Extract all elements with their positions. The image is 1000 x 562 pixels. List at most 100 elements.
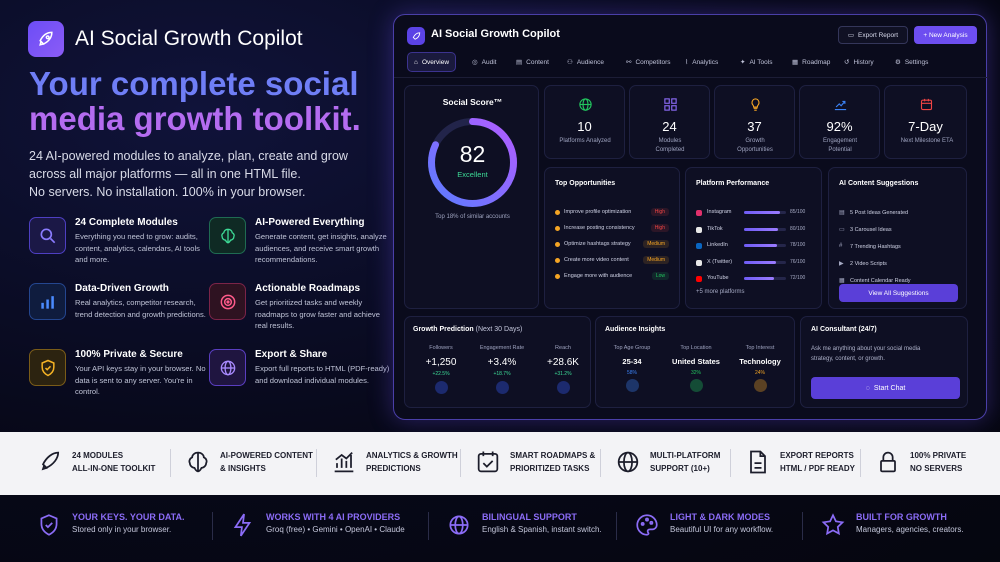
stat-card-modules: 24 Modules Completed xyxy=(629,85,710,159)
bottom-divider xyxy=(616,512,617,540)
bottom-title: LIGHT & DARK MODES xyxy=(670,512,770,522)
tab-ai-tools[interactable]: ✦ AI Tools xyxy=(740,58,773,67)
suggestion-text: 7 Trending Hashtags xyxy=(850,244,901,250)
strip-line-1: AI-POWERED CONTENT xyxy=(220,451,313,460)
stat-card-engagement: 92% Engagement Potential xyxy=(799,85,880,159)
feature-desc: Your API keys stay in your browser. No d… xyxy=(75,364,206,396)
strip-line-2: & INSIGHTS xyxy=(220,464,266,473)
hero-headline: Your complete social media growth toolki… xyxy=(29,66,399,136)
document-icon xyxy=(750,450,766,474)
more-platforms-link[interactable]: +5 more platforms xyxy=(696,289,745,295)
top-opportunities-card: Top Opportunities Improve profile optimi… xyxy=(544,167,680,309)
subtext-line-1: 24 AI-powered modules to analyze, plan, … xyxy=(29,149,348,163)
platform-name: TikTok xyxy=(707,225,723,232)
strip-item: ANALYTICS & GROWTH PREDICTIONS xyxy=(330,448,458,476)
brand-logo xyxy=(28,21,64,57)
strip-item: AI-POWERED CONTENT & INSIGHTS xyxy=(184,448,313,476)
stat-value: 92% xyxy=(826,119,853,134)
bottom-title: WORKS WITH 4 AI PROVIDERS xyxy=(266,512,401,522)
feature-roadmaps: Actionable Roadmaps Get prioritized task… xyxy=(209,283,380,343)
home-icon: ⌂ xyxy=(414,58,418,66)
start-chat-button[interactable]: ◌ Start Chat xyxy=(811,377,960,399)
audience-label: Top Age Group xyxy=(613,345,651,351)
rocket-icon xyxy=(407,27,425,45)
feature-desc: Everything you need to grow: audits, con… xyxy=(75,232,200,264)
view-all-suggestions-button[interactable]: View All Suggestions xyxy=(839,284,958,302)
tab-audience[interactable]: ⚇ Audience xyxy=(567,58,604,67)
tab-settings[interactable]: ⚙ Settings xyxy=(895,58,929,67)
tab-overview[interactable]: ⌂ Overview xyxy=(407,52,457,72)
strip-divider xyxy=(170,449,171,477)
content-icon: ▤ xyxy=(516,59,523,66)
platform-logo-icon xyxy=(696,226,702,233)
growth-metric: Reach +28.6K +31.2% xyxy=(535,345,591,394)
bottom-item: BILINGUAL SUPPORT English & Spanish, inst… xyxy=(446,512,602,538)
audience-value: United States xyxy=(672,357,720,366)
opportunity-text: Engage more with audience xyxy=(564,273,633,279)
globe-icon xyxy=(617,451,639,473)
tab-roadmap[interactable]: ▦ Roadmap xyxy=(792,58,831,67)
history-icon: ↺ xyxy=(844,59,850,66)
bottom-text: WORKS WITH 4 AI PROVIDERS Groq (free) • G… xyxy=(266,512,405,538)
document-icon: ▤ xyxy=(839,210,845,216)
bottom-divider xyxy=(428,512,429,540)
strip-item: 24 MODULES ALL-IN-ONE TOOLKIT xyxy=(36,448,155,476)
tab-audit[interactable]: ◎ Audit xyxy=(472,58,497,67)
growth-title: Growth Prediction (Next 30 Days) xyxy=(413,326,523,333)
audit-icon: ◎ xyxy=(472,59,478,66)
social-score-card: Social Score™ 82 Excellent Top 18% of si… xyxy=(404,85,539,309)
tab-content[interactable]: ▤ Content xyxy=(516,58,549,67)
feature-private: 100% Private & Secure Your API keys stay… xyxy=(29,349,206,409)
priority-badge: High xyxy=(650,224,669,232)
bottom-text: BUILT FOR GROWTH Managers, agencies, crea… xyxy=(856,512,964,538)
headline-line-1: Your complete social xyxy=(29,65,359,102)
performance-title: Platform Performance xyxy=(696,180,770,187)
growth-metric: Followers +1,250 +22.5% xyxy=(413,345,469,394)
platform-name: Instagram xyxy=(707,209,732,215)
platform-score: 78/100 xyxy=(790,242,806,248)
stat-card-opportunities: 37 Growth Opportunities xyxy=(714,85,795,159)
strip-text: EXPORT REPORTS HTML / PDF READY xyxy=(780,449,855,475)
stat-value: 37 xyxy=(747,119,762,134)
brain-icon xyxy=(209,217,246,254)
tab-competitors[interactable]: ⚯ Competitors xyxy=(626,58,671,67)
audience-label: Top Interest xyxy=(745,345,775,351)
stat-value: 7-Day xyxy=(908,119,943,134)
feature-title: AI-Powered Everything xyxy=(255,217,365,228)
platform-score: 80/100 xyxy=(790,225,806,232)
bottom-item: YOUR KEYS. YOUR DATA. Stored only in your… xyxy=(36,512,185,538)
platform-score: 72/100 xyxy=(790,275,806,281)
strip-line-1: MULTI-PLATFORM xyxy=(650,451,721,460)
calendar-icon xyxy=(920,98,933,111)
features-strip xyxy=(0,432,1000,495)
headline-line-2: media growth toolkit. xyxy=(29,100,361,137)
bottom-item: WORKS WITH 4 AI PROVIDERS Groq (free) • G… xyxy=(230,512,405,538)
globe-icon xyxy=(449,515,469,535)
suggestions-title: AI Content Suggestions xyxy=(839,180,919,187)
metric-value: +3.4% xyxy=(487,357,517,368)
strip-line-1: 24 MODULES xyxy=(72,451,124,460)
opportunities-title: Top Opportunities xyxy=(555,180,616,187)
tab-history[interactable]: ↺ History xyxy=(844,58,874,67)
strip-text: 24 MODULES ALL-IN-ONE TOOLKIT xyxy=(72,449,155,475)
new-analysis-button[interactable]: + New Analysis xyxy=(914,26,977,44)
feature-title: Actionable Roadmaps xyxy=(255,283,361,294)
audience-metric: Top Location United States 32% xyxy=(666,345,726,392)
suggestion-text: 2 Video Scripts xyxy=(850,261,887,267)
bottom-title: BUILT FOR GROWTH xyxy=(856,512,947,522)
platform-performance-card: Platform Performance Instagram 85/100 TikT… xyxy=(685,167,822,309)
tab-divider xyxy=(394,77,988,78)
strip-item: EXPORT REPORTS HTML / PDF READY xyxy=(744,448,855,476)
audience-icon xyxy=(689,379,703,392)
rocket-icon xyxy=(39,31,53,46)
platform-logo-icon xyxy=(696,276,702,282)
platform-bar xyxy=(744,260,786,264)
platform-bar-fill xyxy=(744,244,777,247)
trend-icon xyxy=(834,100,847,111)
metric-label: Engagement Rate xyxy=(479,345,525,351)
export-report-button[interactable]: ▭ Export Report xyxy=(838,26,908,44)
bottom-divider xyxy=(802,512,803,540)
platform-name: LinkedIn xyxy=(707,242,728,248)
feature-title: Export & Share xyxy=(255,349,328,360)
tab-analytics[interactable]: ⌇ Analytics xyxy=(685,58,719,67)
